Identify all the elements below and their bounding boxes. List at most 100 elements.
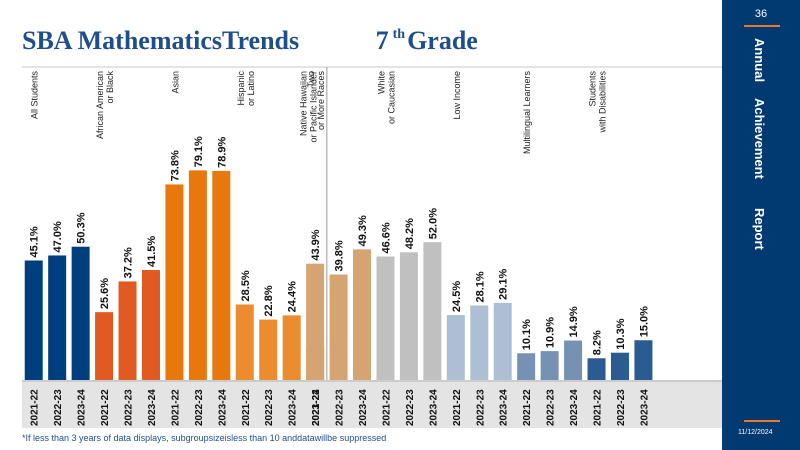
bar xyxy=(71,246,90,380)
bottom-accent-line xyxy=(744,420,780,422)
bar-value-label: 24.5% xyxy=(451,281,463,312)
x-tick-label: 2023-24 xyxy=(569,389,580,426)
bar xyxy=(587,358,606,380)
bar-value-label: 46.6% xyxy=(380,222,392,253)
bar-value-label: 10.3% xyxy=(615,318,627,349)
group-label: Low Income xyxy=(452,71,462,120)
bar xyxy=(329,274,348,380)
x-tick-label: 2022-23 xyxy=(124,389,135,426)
x-tick-label: 2021-22 xyxy=(241,389,252,426)
x-tick-label: 2021-22 xyxy=(311,389,322,426)
bar xyxy=(399,252,418,380)
bar xyxy=(634,340,653,380)
bar-value-label: 28.1% xyxy=(474,271,486,302)
x-tick-label: 2022-23 xyxy=(475,389,486,426)
bar-value-label: 15.0% xyxy=(638,306,650,337)
bar-value-label: 25.6% xyxy=(99,278,111,309)
grade-word: Grade xyxy=(407,26,478,55)
x-tick-label: 2023-24 xyxy=(288,389,299,426)
bar xyxy=(24,260,43,380)
x-tick-label: 2021-22 xyxy=(381,389,392,426)
date-label: 11/12/2024 xyxy=(738,429,773,436)
bar-value-label: 14.9% xyxy=(568,306,580,337)
x-tick-label: 2023-24 xyxy=(217,389,228,426)
group-label: African Americanor Black xyxy=(95,71,115,140)
page-number: 36 xyxy=(754,8,768,20)
bar-value-label: 48.2% xyxy=(404,218,416,249)
grade-superscript: th xyxy=(392,27,406,42)
x-tick-label: 2021-22 xyxy=(452,389,463,426)
bar-value-label: 73.8% xyxy=(169,150,181,181)
bar-value-label: 78.9% xyxy=(216,137,228,168)
bar-value-label: 8.2% xyxy=(592,330,604,355)
bar xyxy=(118,281,137,380)
bar-value-label: 39.8% xyxy=(334,240,346,271)
bar xyxy=(517,353,536,380)
bar-value-label: 10.9% xyxy=(545,317,557,348)
bar xyxy=(212,170,231,380)
x-tick-label: 2022-23 xyxy=(53,389,64,426)
group-label: Twoor More Races xyxy=(306,71,326,131)
group-label: Asian xyxy=(170,71,180,94)
x-tick-label: 2022-23 xyxy=(264,389,275,426)
bar xyxy=(282,315,301,380)
bar xyxy=(235,304,254,380)
bar xyxy=(188,170,207,380)
bar-value-label: 52.0% xyxy=(427,208,439,239)
bar xyxy=(564,340,583,380)
x-tick-label: 2021-22 xyxy=(522,389,533,426)
bar xyxy=(306,263,325,380)
page-title: SBA MathematicsTrends 7 thGrade xyxy=(22,26,478,56)
x-axis-label-band xyxy=(22,382,722,428)
x-tick-label: 2021-22 xyxy=(593,389,604,426)
bar-chart: All Students 45.1% 2021-22 47.0% 2022-23 50.3… xyxy=(22,66,722,428)
x-tick-label: 2023-24 xyxy=(499,389,510,426)
bar-value-label: 47.0% xyxy=(52,221,64,252)
bar-value-label: 49.3% xyxy=(357,215,369,246)
x-tick-label: 2023-24 xyxy=(147,389,158,426)
bar-value-label: 45.1% xyxy=(29,226,41,257)
x-tick-label: 2021-22 xyxy=(170,389,181,426)
group-label: Whiteor Caucasian xyxy=(376,71,396,124)
bar-value-label: 28.5% xyxy=(240,270,252,301)
group-label: Hispanicor Latino xyxy=(236,71,256,107)
group-label: Studentswith Disabilities xyxy=(588,71,608,134)
sidebar-word-achievement: Achievement xyxy=(752,98,767,179)
top-accent-line xyxy=(744,25,780,27)
bar-value-label: 22.8% xyxy=(263,285,275,316)
footnote: *If less than 3 years of data displays, … xyxy=(22,433,387,443)
x-tick-label: 2023-24 xyxy=(311,389,322,426)
x-tick-label: 2023-24 xyxy=(358,389,369,426)
title-main: SBA MathematicsTrends xyxy=(22,26,300,55)
x-tick-label: 2022-23 xyxy=(405,389,416,426)
sidebar: 36 Annual Achievement Report 11/12/2024 xyxy=(722,0,800,450)
bar-value-label: 37.2% xyxy=(123,247,135,278)
bar-value-label: 50.3% xyxy=(76,212,88,243)
bar xyxy=(353,249,372,380)
sidebar-word-report: Report xyxy=(752,208,767,250)
bar xyxy=(376,256,395,380)
bar xyxy=(470,305,489,380)
x-tick-label: 2022-23 xyxy=(616,389,627,426)
group-label: Native Hawaiianor Pacific Islander xyxy=(298,71,318,143)
bar-value-label: 41.5% xyxy=(146,236,158,267)
sidebar-word-annual: Annual xyxy=(752,38,767,83)
x-tick-label: 2021-22 xyxy=(100,389,111,426)
bar xyxy=(141,270,160,380)
group-label: Multilingual Learners xyxy=(522,71,532,155)
bar-value-label: 29.1% xyxy=(498,268,510,299)
bar-value-label: 79.1% xyxy=(193,136,205,167)
bar xyxy=(610,352,629,380)
bar xyxy=(446,315,465,380)
bar xyxy=(423,242,442,380)
bar xyxy=(493,302,512,380)
bar xyxy=(259,319,278,380)
x-tick-label: 2022-23 xyxy=(335,389,346,426)
bar xyxy=(95,312,114,380)
bar xyxy=(165,184,184,380)
x-tick-label: 2021-22 xyxy=(30,389,41,426)
bar-value-label: 43.9% xyxy=(310,229,322,260)
x-tick-label: 2022-23 xyxy=(194,389,205,426)
group-label: All Students xyxy=(30,71,40,120)
bar-value-label: 10.1% xyxy=(521,319,533,350)
